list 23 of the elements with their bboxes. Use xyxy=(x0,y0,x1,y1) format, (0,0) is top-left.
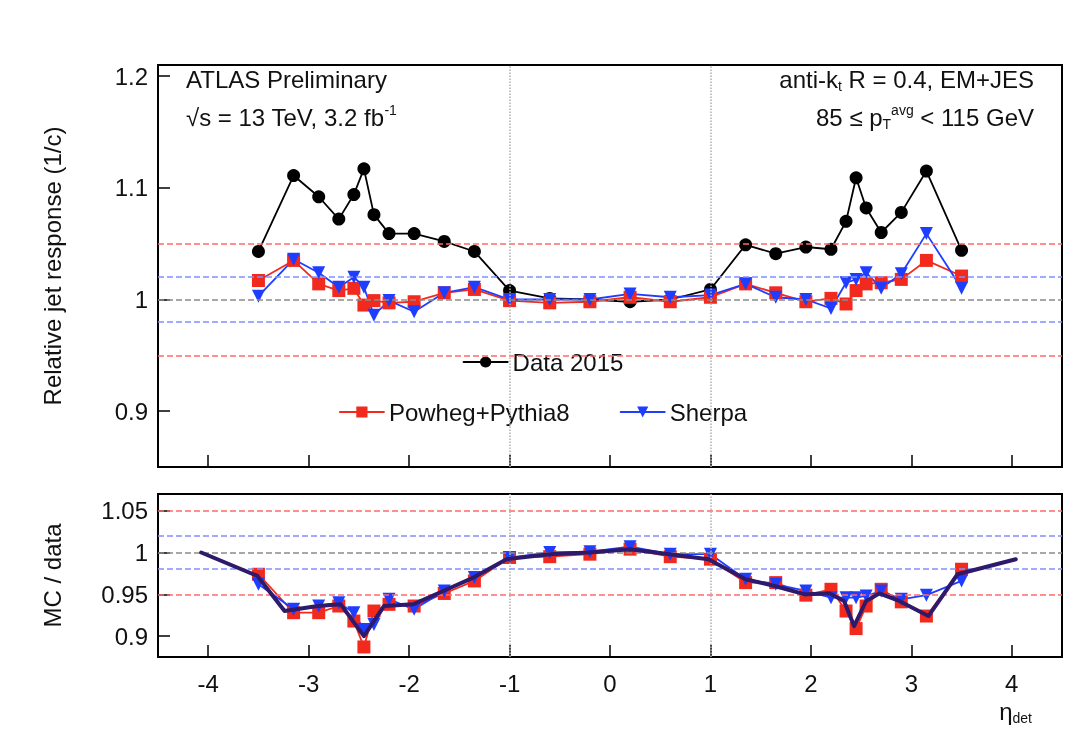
x-tick-label: 1 xyxy=(703,669,718,697)
y-tick-label: 0.95 xyxy=(101,580,148,608)
y-tick-label: 0.9 xyxy=(114,397,148,425)
x-tick-label: -1 xyxy=(498,669,521,697)
y-tick-label: 1.2 xyxy=(114,62,148,90)
legend-label: Data 2015 xyxy=(512,348,624,376)
annotation: ATLAS Preliminary xyxy=(186,65,387,93)
y-tick-label: 0.9 xyxy=(114,622,148,650)
y-tick-label: 1.05 xyxy=(101,497,148,525)
legend-label: Powheg+Pythia8 xyxy=(388,398,570,426)
y-axis-title: Relative jet response (1/c) xyxy=(38,126,66,406)
x-tick-label: 0 xyxy=(603,669,617,697)
y-tick-label: 1.1 xyxy=(114,174,148,202)
x-tick-label: 3 xyxy=(904,669,919,697)
x-tick-label: -2 xyxy=(398,669,420,697)
y-tick-label: 1 xyxy=(134,286,148,313)
y-tick-label: 1 xyxy=(134,539,148,567)
x-tick-label: -4 xyxy=(197,669,219,697)
legend-label: Sherpa xyxy=(669,398,748,426)
x-tick-label: 4 xyxy=(1005,669,1019,697)
x-tick-label: -3 xyxy=(297,669,320,697)
y-axis-title: MC / data xyxy=(38,522,66,628)
x-tick-label: 2 xyxy=(804,669,818,697)
